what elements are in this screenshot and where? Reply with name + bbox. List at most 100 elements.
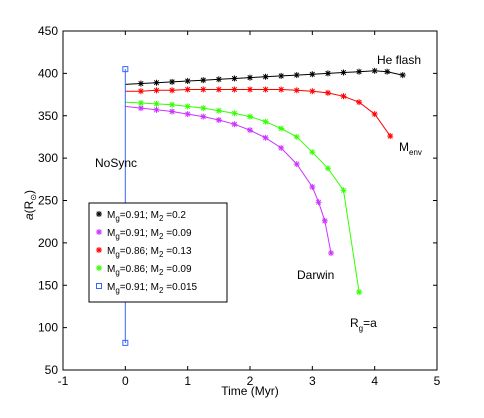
series-5-point — [122, 66, 129, 73]
series-2-point — [247, 127, 253, 134]
series-1-point — [309, 71, 316, 78]
series-2-point — [315, 199, 322, 206]
annotation-menv-sub: env — [409, 148, 422, 157]
series-1-point — [340, 69, 347, 76]
series-4-point — [184, 103, 191, 110]
series-4-point — [262, 118, 269, 125]
series-1-point — [356, 68, 363, 75]
series-4-point — [153, 100, 160, 107]
series-3-point — [309, 88, 316, 95]
series-4 — [125, 100, 363, 296]
series-3-point — [371, 111, 378, 118]
plot-area — [62, 30, 438, 371]
y-axis-label-paren: (R — [22, 200, 36, 213]
legend-box — [88, 202, 228, 303]
y-tick-label: 250 — [38, 194, 58, 208]
x-axis-label: Time (Myr) — [221, 384, 279, 398]
legend-marker-1 — [96, 211, 102, 217]
series-1-point — [247, 74, 253, 81]
series-3 — [125, 86, 394, 140]
annotation-rg: Rg=a — [350, 316, 377, 333]
series-3-point — [340, 93, 347, 100]
legend: Mg=0.91; M2 =0.2 Mg=0.91; M2 =0.09 Mg=0.… — [88, 202, 228, 303]
legend-markers — [96, 211, 102, 289]
legend-entry-1: Mg=0.91; M2 =0.2 — [107, 210, 186, 223]
annotation-menv-main: M — [399, 140, 409, 154]
x-tick-label: 1 — [184, 374, 191, 388]
y-axis-label: a(R⊙) — [22, 190, 38, 220]
series-2-point — [169, 108, 176, 115]
series-1-point — [293, 72, 300, 79]
y-axis-label-sub: ⊙ — [29, 194, 38, 201]
series-1-point — [169, 78, 176, 85]
series-2-point — [231, 121, 238, 128]
series-2-point — [262, 134, 269, 141]
annotation-rg-sub: g — [359, 324, 363, 333]
y-tick-label: 350 — [38, 109, 58, 123]
series-4-point — [137, 100, 144, 107]
series-2-line — [125, 105, 332, 254]
series-1-point — [137, 80, 144, 87]
y-axis: 50 100 150 200 250 300 350 400 450 — [38, 24, 437, 377]
series-5-point — [122, 339, 129, 346]
legend-entry-4: Mg=0.86; M2 =0.09 — [107, 264, 192, 277]
series-3-point — [200, 86, 207, 93]
series-1-point — [153, 79, 160, 86]
y-tick-label: 200 — [38, 236, 58, 250]
series-4-point — [324, 165, 331, 172]
legend-entry-5: Mg=0.91; M2 =0.015 — [107, 282, 198, 295]
series-3-point — [231, 86, 238, 93]
series-3-point — [137, 88, 144, 95]
series-4-point — [278, 125, 285, 132]
y-axis-label-close: ) — [22, 190, 36, 194]
annotation-nosync: NoSync — [95, 156, 137, 170]
annotation-rg-main: R — [350, 316, 359, 330]
y-tick-label: 50 — [45, 363, 59, 377]
series-2-point — [137, 105, 144, 112]
series-2-point — [328, 250, 335, 257]
series-3-point — [215, 86, 222, 93]
series-4-point — [247, 113, 253, 120]
series-2-point — [278, 144, 285, 151]
series-2-point — [321, 217, 328, 224]
x-tick-label: 3 — [309, 374, 316, 388]
y-tick-label: 450 — [38, 24, 58, 38]
series-4-point — [356, 289, 363, 296]
series-3-point — [169, 87, 176, 94]
series-4-point — [215, 107, 222, 114]
series-1-point — [278, 72, 285, 79]
series-3-point — [293, 87, 300, 94]
legend-marker-3 — [96, 247, 102, 253]
legend-marker-2 — [96, 229, 102, 235]
series-3-point — [247, 86, 253, 93]
series-3-point — [324, 89, 331, 96]
annotation-menv: Menv — [399, 140, 422, 157]
series-4-line — [125, 101, 360, 293]
legend-entry-2: Mg=0.91; M2 =0.09 — [107, 228, 192, 241]
x-tick-label: 5 — [434, 374, 441, 388]
series-1-point — [200, 77, 207, 84]
series-4-point — [309, 149, 316, 156]
series-2-point — [293, 161, 300, 168]
series-4-point — [340, 187, 347, 194]
series-1-point — [384, 68, 391, 75]
annotation-he-flash: He flash — [377, 53, 421, 67]
series-1-point — [399, 72, 406, 79]
series-2-point — [309, 183, 316, 190]
series-4-point — [293, 133, 300, 140]
x-tick-label: -1 — [58, 374, 69, 388]
series-3-point — [153, 87, 160, 94]
x-tick-label: 4 — [371, 374, 378, 388]
series-3-point — [278, 86, 285, 93]
series-4-point — [200, 105, 207, 112]
series-1-point — [262, 73, 269, 80]
series-layer — [122, 66, 406, 346]
x-tick-label: 2 — [247, 374, 254, 388]
series-1-point — [215, 76, 222, 83]
y-tick-label: 400 — [38, 66, 58, 80]
y-axis-label-main: a — [22, 213, 36, 220]
legend-marker-4 — [96, 265, 102, 271]
series-2 — [125, 105, 335, 257]
series-1 — [125, 67, 406, 87]
